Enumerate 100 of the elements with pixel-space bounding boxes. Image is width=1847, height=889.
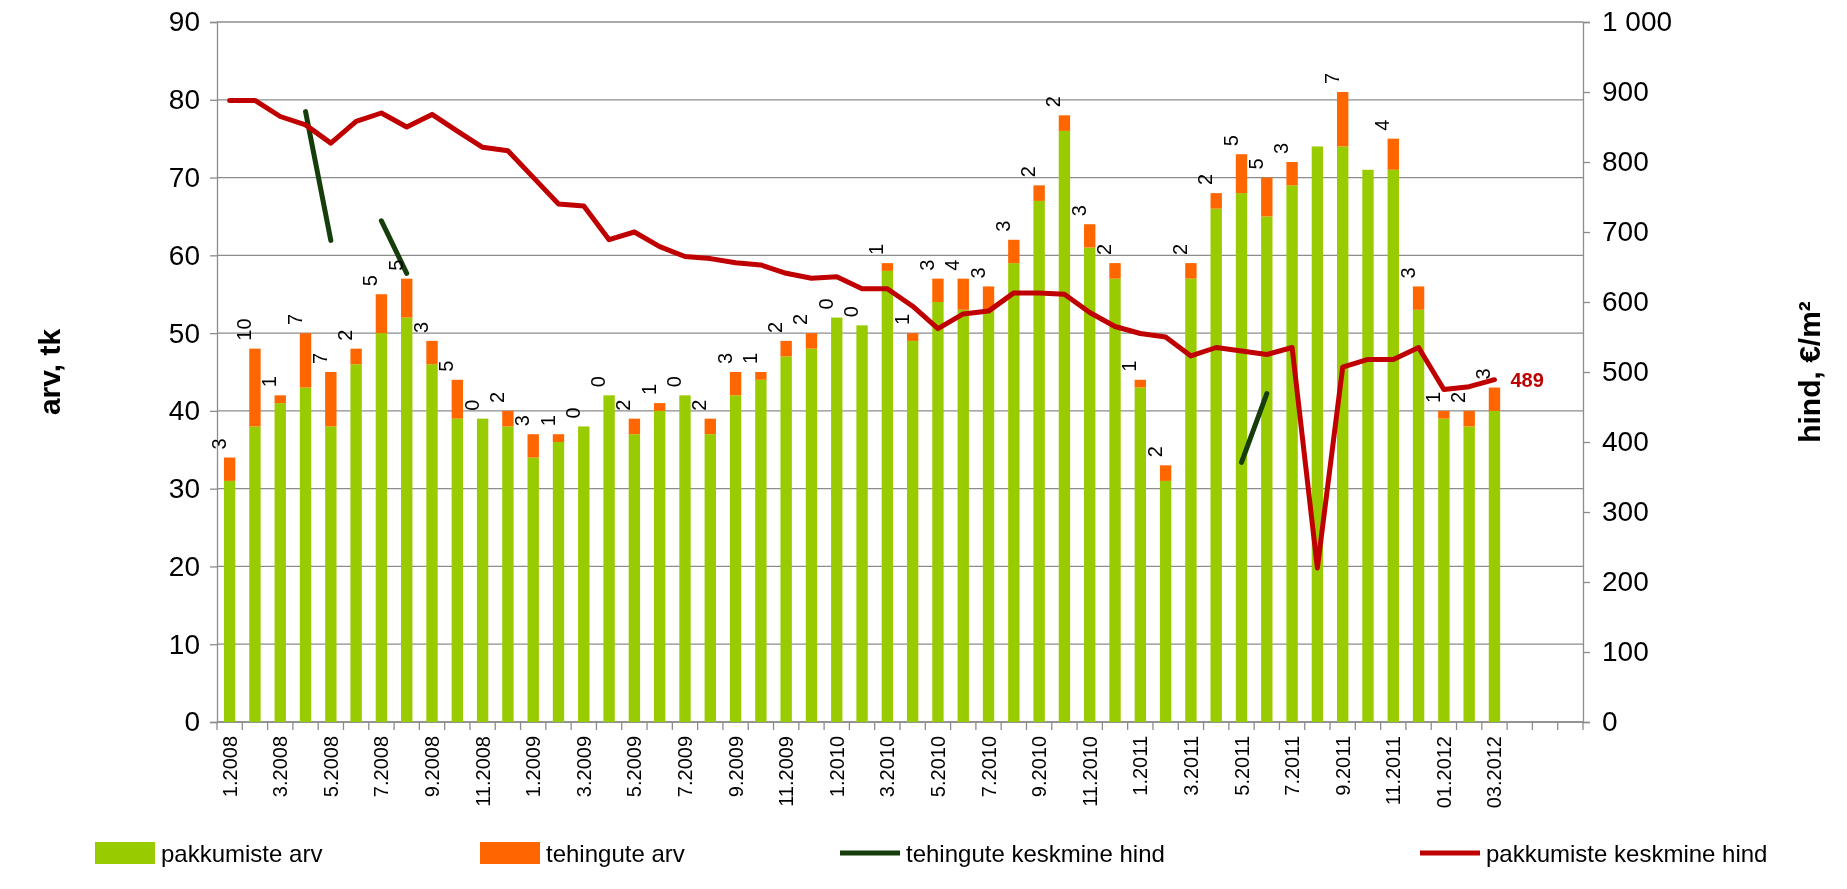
data-label: 5 — [384, 259, 407, 271]
data-label: 3 — [713, 352, 736, 364]
bar — [1412, 309, 1425, 722]
data-label: 1 — [536, 415, 559, 427]
y-tick-label: 30 — [168, 473, 200, 505]
data-label: 2 — [334, 329, 357, 341]
y-tick-label: 70 — [168, 162, 200, 194]
y2-tick-label: 400 — [1602, 426, 1649, 458]
y-tick-label: 60 — [168, 239, 200, 271]
y-tick-label: 0 — [184, 706, 200, 738]
data-label: 1 — [890, 313, 913, 326]
data-label: 3 — [1067, 205, 1090, 217]
data-label: 1 — [1421, 391, 1444, 403]
data-label: 5 — [1244, 158, 1267, 170]
bar — [375, 333, 388, 722]
data-label: 5 — [435, 360, 458, 372]
bar — [1084, 247, 1096, 722]
bar — [906, 340, 919, 722]
bar — [1235, 193, 1248, 722]
bar — [679, 395, 691, 722]
data-label: 0 — [662, 376, 685, 388]
bar — [932, 278, 944, 302]
data-label: 3 — [207, 438, 230, 450]
data-label: 2 — [1017, 166, 1040, 178]
data-label: 7 — [308, 352, 331, 364]
bar — [426, 340, 438, 365]
bar — [274, 395, 286, 404]
bar — [299, 333, 312, 388]
data-label: 2 — [1042, 96, 1065, 108]
data-label: 0 — [840, 306, 863, 318]
x-tick-label: 3.2008 — [269, 736, 292, 798]
bar — [805, 333, 818, 349]
x-tick-label: 9.2008 — [421, 736, 444, 798]
bar — [1210, 208, 1222, 722]
x-tick-label: 5.2009 — [623, 736, 646, 798]
data-label: 3 — [1270, 142, 1293, 154]
bar — [1387, 138, 1399, 170]
bar — [881, 270, 894, 722]
bar — [1286, 185, 1298, 722]
x-tick-label: 3.2011 — [1179, 736, 1202, 796]
x-tick-label: 9.2010 — [1028, 736, 1051, 798]
x-tick-label: 1.2009 — [522, 736, 545, 798]
x-tick-label: 3.2009 — [572, 736, 595, 798]
bar — [1362, 169, 1374, 722]
bar — [653, 403, 666, 411]
data-label: 2 — [1168, 243, 1191, 256]
bar — [350, 348, 362, 365]
data-label: 2 — [789, 313, 812, 326]
x-tick-label: 1.2008 — [218, 736, 241, 798]
y-tick-label: 80 — [168, 84, 200, 116]
data-label: 1 — [738, 352, 761, 364]
bar — [1463, 426, 1475, 722]
bar — [578, 426, 590, 722]
y-tick-label: 10 — [168, 628, 200, 660]
bar — [552, 442, 565, 722]
data-label: 3 — [991, 220, 1014, 232]
bar — [527, 434, 539, 458]
y-tick-label: 20 — [168, 550, 200, 582]
bar — [1286, 162, 1298, 186]
data-label: 2 — [764, 321, 787, 333]
bar — [755, 379, 767, 722]
bar — [755, 372, 767, 380]
bar — [1488, 410, 1501, 722]
x-tick-label: 01.2012 — [1432, 736, 1455, 809]
bar — [1084, 224, 1096, 248]
bar — [729, 395, 742, 722]
y2-tick-label: 700 — [1602, 216, 1649, 248]
bar — [1311, 146, 1324, 722]
bar — [1336, 146, 1349, 722]
bar — [1185, 278, 1197, 722]
data-label: 2 — [688, 399, 711, 411]
y-axis-title: arv, tk — [33, 328, 66, 416]
bar — [1210, 193, 1222, 209]
y2-tick-label: 800 — [1602, 146, 1649, 178]
data-label: 3 — [410, 321, 433, 333]
bar — [249, 426, 261, 722]
data-label: 0 — [587, 376, 610, 388]
bar — [1159, 465, 1172, 481]
bar — [1336, 92, 1349, 147]
legend-label: pakkumiste keskmine hind — [1486, 840, 1768, 867]
x-tick-label: 7.2008 — [370, 736, 393, 798]
bar — [780, 340, 792, 357]
y2-tick-label: 600 — [1602, 286, 1649, 318]
data-label: 3 — [1396, 267, 1419, 279]
data-label: 7 — [283, 313, 306, 326]
y2-tick-label: 0 — [1602, 706, 1618, 738]
x-tick-label: 7.2011 — [1281, 736, 1304, 796]
x-tick-label: 9.2011 — [1331, 736, 1354, 796]
bar — [1438, 418, 1450, 722]
bar — [502, 426, 514, 722]
bar — [375, 294, 388, 334]
data-label: 489 — [1510, 368, 1544, 391]
bar — [1134, 387, 1146, 722]
y2-tick-label: 1 000 — [1602, 6, 1673, 38]
data-label: 7 — [1320, 72, 1343, 84]
bar — [881, 263, 894, 271]
y2-tick-label: 100 — [1602, 636, 1649, 668]
data-label: 2 — [1093, 243, 1116, 256]
bar — [932, 302, 944, 722]
bar — [223, 457, 236, 481]
